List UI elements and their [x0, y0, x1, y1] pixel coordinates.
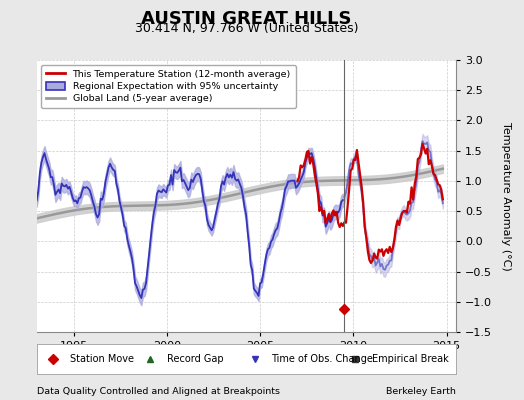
- Text: Empirical Break: Empirical Break: [372, 354, 449, 364]
- Y-axis label: Temperature Anomaly (°C): Temperature Anomaly (°C): [501, 122, 511, 270]
- Text: Station Move: Station Move: [70, 354, 134, 364]
- Text: Record Gap: Record Gap: [167, 354, 223, 364]
- Text: Berkeley Earth: Berkeley Earth: [386, 387, 456, 396]
- Text: Time of Obs. Change: Time of Obs. Change: [271, 354, 373, 364]
- Text: AUSTIN GREAT HILLS: AUSTIN GREAT HILLS: [141, 10, 352, 28]
- Legend: This Temperature Station (12-month average), Regional Expectation with 95% uncer: This Temperature Station (12-month avera…: [41, 65, 296, 108]
- Text: Data Quality Controlled and Aligned at Breakpoints: Data Quality Controlled and Aligned at B…: [37, 387, 280, 396]
- Text: 30.414 N, 97.766 W (United States): 30.414 N, 97.766 W (United States): [135, 22, 358, 35]
